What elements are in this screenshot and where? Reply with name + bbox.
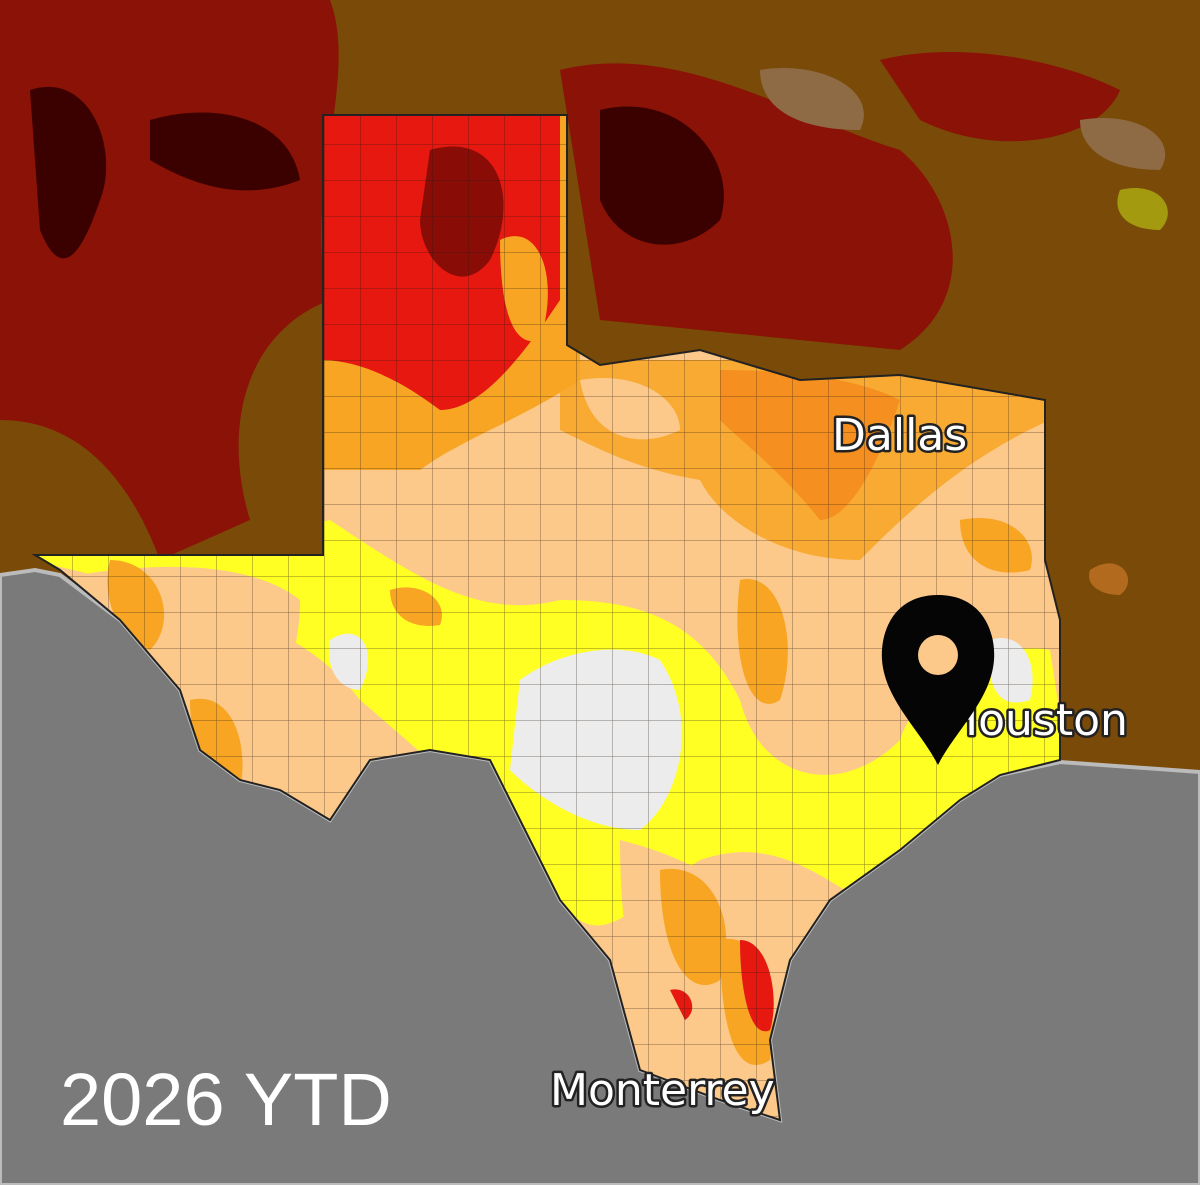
normal-area: [1117, 188, 1168, 230]
texas-border: [31, 114, 1061, 1122]
city-label: Dallas: [832, 410, 967, 461]
caption: 2026 YTD: [60, 1058, 392, 1141]
city-label: Monterrey: [550, 1065, 775, 1116]
location-pin[interactable]: [881, 595, 995, 765]
drought-area: [30, 86, 300, 259]
normal-area: [760, 68, 1166, 170]
drought-area: [600, 106, 724, 245]
drought-area: [880, 51, 1120, 142]
normal-area: [1089, 563, 1129, 595]
